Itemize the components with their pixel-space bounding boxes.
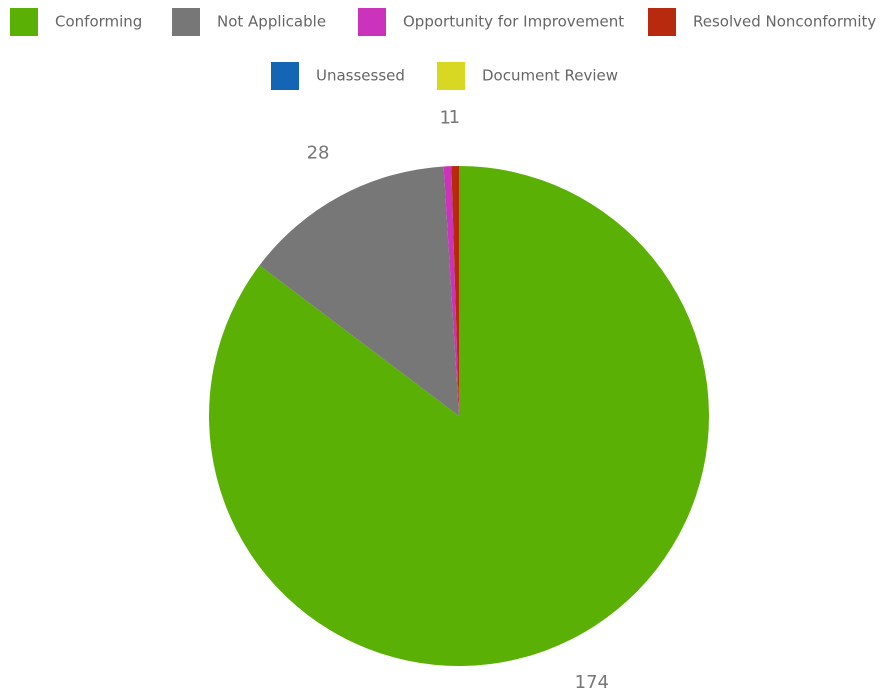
legend-item[interactable]: Opportunity for Improvement xyxy=(358,8,624,36)
legend-label: Opportunity for Improvement xyxy=(403,13,624,31)
legend-label: Resolved Nonconformity xyxy=(693,13,876,31)
legend-swatch xyxy=(271,62,299,90)
data-label: 1 xyxy=(449,107,460,128)
data-label: 174 xyxy=(575,672,609,693)
pie-slice xyxy=(259,166,459,416)
data-label: 1 xyxy=(440,107,451,128)
legend-item[interactable]: Resolved Nonconformity xyxy=(648,8,876,36)
legend-swatch xyxy=(437,62,465,90)
data-labels: 174 28 11 xyxy=(307,107,609,693)
legend-swatch xyxy=(358,8,386,36)
pie-slice xyxy=(451,166,459,416)
legend: Conforming Not Applicable Opportunity for … xyxy=(10,8,876,90)
pie xyxy=(208,166,709,666)
legend-item[interactable]: Conforming xyxy=(10,8,142,36)
legend-label: Unassessed xyxy=(316,67,405,85)
legend-swatch xyxy=(648,8,676,36)
data-label: 28 xyxy=(307,142,330,163)
legend-item[interactable]: Not Applicable xyxy=(172,8,326,36)
legend-label: Conforming xyxy=(55,13,142,31)
legend-label: Document Review xyxy=(482,67,618,85)
legend-label: Not Applicable xyxy=(217,13,326,31)
legend-swatch xyxy=(10,8,38,36)
legend-item[interactable]: Document Review xyxy=(437,62,618,90)
legend-item[interactable]: Unassessed xyxy=(271,62,405,90)
legend-swatch xyxy=(172,8,200,36)
pie-slice xyxy=(443,166,459,416)
